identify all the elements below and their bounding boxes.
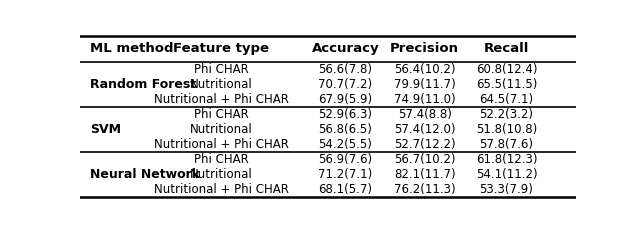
Text: Neural Network: Neural Network [90,168,200,181]
Text: 68.1(5.7): 68.1(5.7) [318,183,372,196]
Text: 57.4(12.0): 57.4(12.0) [394,123,456,136]
Text: 53.3(7.9): 53.3(7.9) [479,183,534,196]
Text: 57.8(7.6): 57.8(7.6) [479,138,534,151]
Text: 51.8(10.8): 51.8(10.8) [476,123,537,136]
Text: 56.6(7.8): 56.6(7.8) [318,63,372,75]
Text: 67.9(5.9): 67.9(5.9) [318,93,372,106]
Text: 52.7(12.2): 52.7(12.2) [394,138,456,151]
Text: Phi CHAR: Phi CHAR [194,153,249,166]
Text: Phi CHAR: Phi CHAR [194,108,249,121]
Text: 56.9(7.6): 56.9(7.6) [318,153,372,166]
Text: Precision: Precision [390,42,460,55]
Text: Nutritional + Phi CHAR: Nutritional + Phi CHAR [154,138,289,151]
Text: 64.5(7.1): 64.5(7.1) [479,93,534,106]
Text: SVM: SVM [90,123,121,136]
Text: 70.7(7.2): 70.7(7.2) [318,78,372,91]
Text: 56.7(10.2): 56.7(10.2) [394,153,456,166]
Text: 54.1(11.2): 54.1(11.2) [476,168,538,181]
Text: Phi CHAR: Phi CHAR [194,63,249,75]
Text: Nutritional: Nutritional [190,78,253,91]
Text: 71.2(7.1): 71.2(7.1) [318,168,372,181]
Text: 56.8(6.5): 56.8(6.5) [319,123,372,136]
Text: 65.5(11.5): 65.5(11.5) [476,78,537,91]
Text: 79.9(11.7): 79.9(11.7) [394,78,456,91]
Text: 82.1(11.7): 82.1(11.7) [394,168,456,181]
Text: 60.8(12.4): 60.8(12.4) [476,63,538,75]
Text: 56.4(10.2): 56.4(10.2) [394,63,456,75]
Text: Accuracy: Accuracy [312,42,379,55]
Text: 61.8(12.3): 61.8(12.3) [476,153,538,166]
Text: Nutritional: Nutritional [190,168,253,181]
Text: 54.2(5.5): 54.2(5.5) [319,138,372,151]
Text: Recall: Recall [484,42,529,55]
Text: Random Forest: Random Forest [90,78,196,91]
Text: 74.9(11.0): 74.9(11.0) [394,93,456,106]
Text: Nutritional + Phi CHAR: Nutritional + Phi CHAR [154,183,289,196]
Text: Nutritional: Nutritional [190,123,253,136]
Text: 52.2(3.2): 52.2(3.2) [479,108,534,121]
Text: Nutritional + Phi CHAR: Nutritional + Phi CHAR [154,93,289,106]
Text: ML method: ML method [90,42,173,55]
Text: 52.9(6.3): 52.9(6.3) [318,108,372,121]
Text: 57.4(8.8): 57.4(8.8) [398,108,452,121]
Text: 76.2(11.3): 76.2(11.3) [394,183,456,196]
Text: Feature type: Feature type [173,42,269,55]
